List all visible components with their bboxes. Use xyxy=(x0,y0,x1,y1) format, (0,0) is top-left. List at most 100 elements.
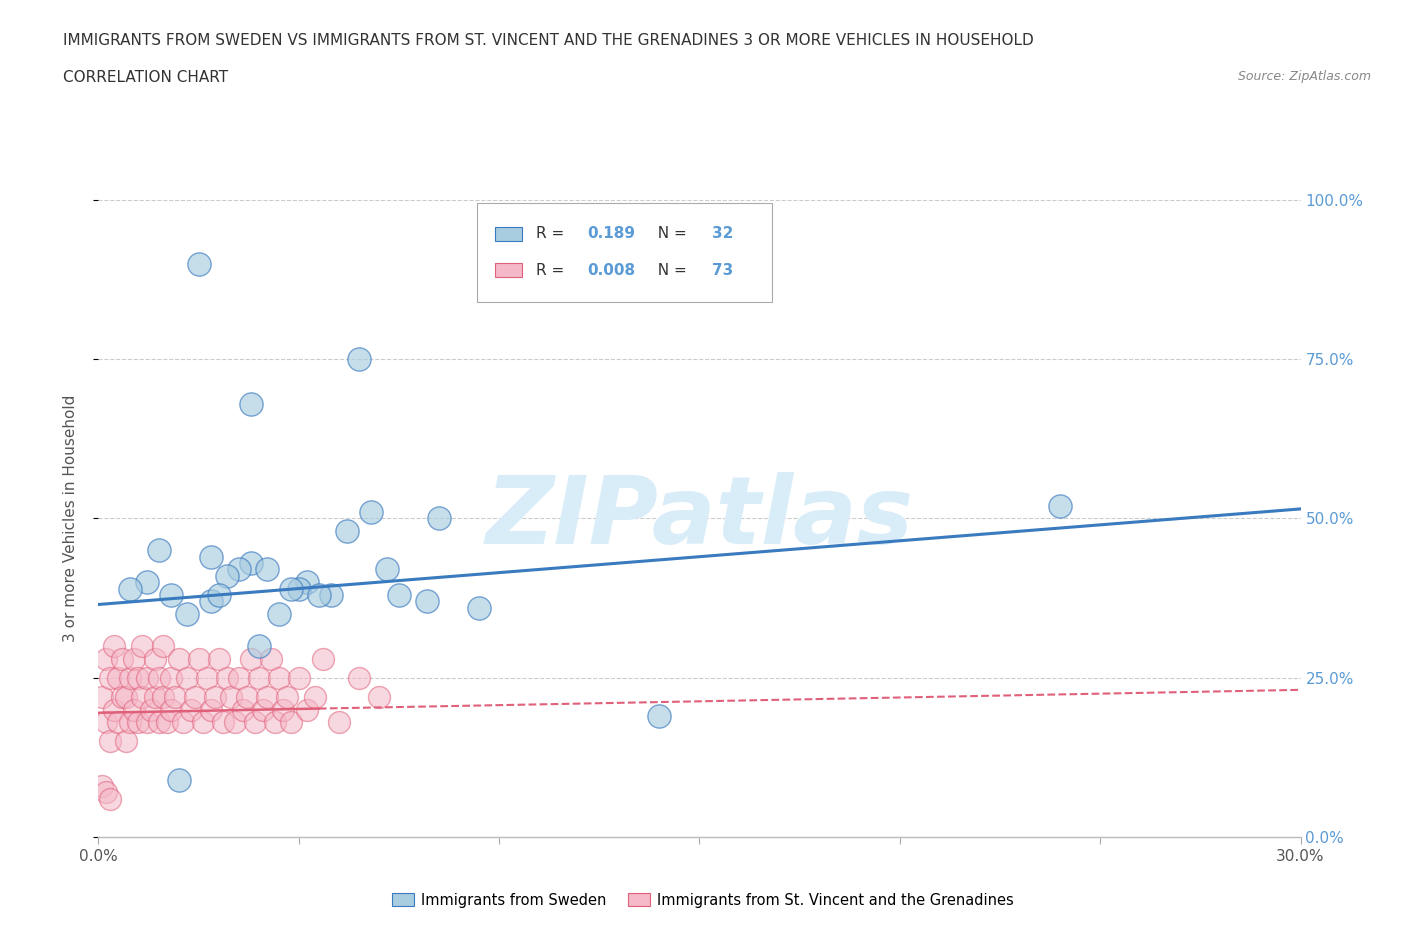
Point xyxy=(163,689,186,704)
Point xyxy=(103,702,125,717)
Text: 32: 32 xyxy=(711,226,733,241)
Text: R =: R = xyxy=(536,226,569,241)
Point xyxy=(368,689,391,704)
Point xyxy=(96,715,118,730)
Point xyxy=(288,671,311,685)
Point xyxy=(167,772,190,787)
Point xyxy=(648,709,671,724)
Text: Source: ZipAtlas.com: Source: ZipAtlas.com xyxy=(1237,70,1371,83)
Point xyxy=(319,588,342,603)
Text: IMMIGRANTS FROM SWEDEN VS IMMIGRANTS FROM ST. VINCENT AND THE GRENADINES 3 OR MO: IMMIGRANTS FROM SWEDEN VS IMMIGRANTS FRO… xyxy=(63,33,1033,47)
Point xyxy=(100,671,122,685)
Point xyxy=(243,715,266,730)
Point xyxy=(120,715,142,730)
Point xyxy=(247,639,270,654)
Point xyxy=(143,689,166,704)
Point xyxy=(200,594,222,609)
Point xyxy=(280,715,302,730)
Point xyxy=(200,550,222,565)
Point xyxy=(187,257,209,272)
Point xyxy=(388,588,411,603)
Point xyxy=(115,734,138,749)
Point xyxy=(155,715,177,730)
Text: N =: N = xyxy=(648,226,692,241)
Point xyxy=(148,715,170,730)
Point xyxy=(239,651,262,666)
Point xyxy=(208,588,231,603)
Point xyxy=(247,671,270,685)
Point xyxy=(159,588,181,603)
Point xyxy=(100,734,122,749)
Point xyxy=(128,715,150,730)
Point xyxy=(111,689,134,704)
Text: 0.008: 0.008 xyxy=(588,262,636,277)
Point xyxy=(124,702,146,717)
Text: CORRELATION CHART: CORRELATION CHART xyxy=(63,70,228,85)
Point xyxy=(267,671,290,685)
Point xyxy=(100,791,122,806)
Point xyxy=(195,671,218,685)
FancyBboxPatch shape xyxy=(495,227,522,241)
Point xyxy=(1049,498,1071,513)
Point xyxy=(176,671,198,685)
Legend: Immigrants from Sweden, Immigrants from St. Vincent and the Grenadines: Immigrants from Sweden, Immigrants from … xyxy=(387,886,1019,913)
Point xyxy=(180,702,202,717)
Point xyxy=(232,702,254,717)
Point xyxy=(239,396,262,411)
Point xyxy=(256,562,278,577)
Point xyxy=(191,715,214,730)
Point xyxy=(103,639,125,654)
Point xyxy=(328,715,350,730)
Point xyxy=(347,352,370,366)
Point xyxy=(280,581,302,596)
Point xyxy=(176,606,198,621)
Point xyxy=(215,671,238,685)
Point xyxy=(235,689,257,704)
Text: N =: N = xyxy=(648,262,692,277)
Point xyxy=(208,651,231,666)
Point xyxy=(211,715,233,730)
Point xyxy=(96,785,118,800)
Point xyxy=(295,575,318,590)
Point xyxy=(159,671,181,685)
Point xyxy=(252,702,274,717)
Point xyxy=(152,689,174,704)
FancyBboxPatch shape xyxy=(495,263,522,277)
Text: ZIPatlas: ZIPatlas xyxy=(485,472,914,565)
Point xyxy=(256,689,278,704)
Point xyxy=(120,581,142,596)
Point xyxy=(204,689,226,704)
Point xyxy=(183,689,205,704)
Point xyxy=(120,671,142,685)
Point xyxy=(200,702,222,717)
Point xyxy=(260,651,283,666)
Point xyxy=(111,651,134,666)
Point xyxy=(215,568,238,583)
Point xyxy=(148,543,170,558)
Point xyxy=(312,651,335,666)
Point xyxy=(288,581,311,596)
Point xyxy=(107,715,129,730)
Point xyxy=(427,512,450,526)
Point xyxy=(228,671,250,685)
Point xyxy=(347,671,370,685)
Point xyxy=(135,575,157,590)
Point xyxy=(159,702,181,717)
Point xyxy=(228,562,250,577)
Point xyxy=(115,689,138,704)
Text: 0.189: 0.189 xyxy=(588,226,636,241)
Point xyxy=(271,702,294,717)
Point xyxy=(96,651,118,666)
Point xyxy=(135,715,157,730)
Point xyxy=(224,715,246,730)
Point xyxy=(152,639,174,654)
Point xyxy=(139,702,162,717)
Point xyxy=(295,702,318,717)
Y-axis label: 3 or more Vehicles in Household: 3 or more Vehicles in Household xyxy=(63,395,77,642)
Text: 73: 73 xyxy=(711,262,733,277)
Point xyxy=(143,651,166,666)
Point xyxy=(468,600,491,615)
Point xyxy=(308,588,330,603)
Point xyxy=(131,639,153,654)
Point xyxy=(107,671,129,685)
